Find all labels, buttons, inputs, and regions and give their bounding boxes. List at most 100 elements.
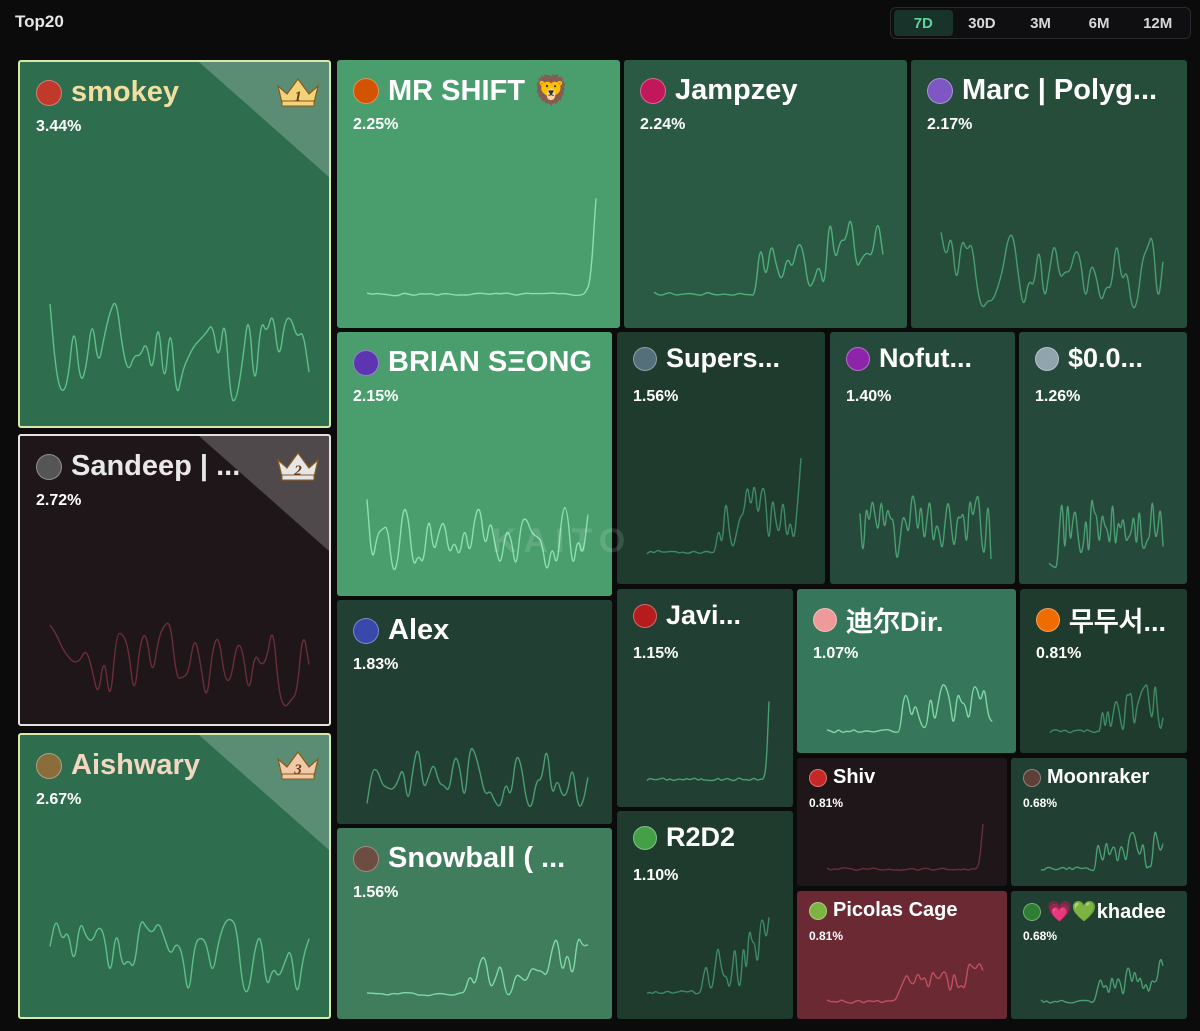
- crown-icon: 3: [276, 750, 320, 780]
- mindshare-percent: 1.07%: [813, 645, 859, 662]
- user-name: Sandeep | ...: [71, 450, 241, 482]
- tile-17[interactable]: Shiv 0.81%: [797, 758, 1007, 886]
- sparkline: [49, 302, 310, 402]
- person-avatar-icon: [36, 752, 62, 779]
- mindshare-percent: 1.56%: [353, 884, 399, 901]
- sparkline-path: [366, 747, 589, 808]
- mindshare-percent: 2.24%: [640, 116, 686, 133]
- robot-avatar-icon: [927, 77, 953, 104]
- user-name: Snowball ( ...: [388, 842, 566, 874]
- tab-12m[interactable]: 12M: [1143, 14, 1173, 32]
- tile-7[interactable]: BRIAN SΞONG 2.15%: [337, 332, 612, 596]
- sparkline: [366, 747, 589, 808]
- sparkline: [940, 232, 1164, 309]
- sparkline-path: [646, 701, 770, 782]
- cartoon-avatar-icon: [846, 346, 870, 371]
- tile-18[interactable]: Moonraker 0.68%: [1011, 758, 1187, 886]
- tile-1[interactable]: 1 smokey 3.44%: [18, 60, 331, 428]
- tile-11[interactable]: Alex 1.83%: [337, 600, 612, 824]
- tile-header: Marc | Polyg...: [927, 74, 1177, 107]
- tile-header: smokey: [36, 76, 319, 109]
- sparkline-path: [1049, 684, 1164, 734]
- tile-header: Alex: [353, 614, 602, 647]
- sparkline: [1048, 499, 1164, 569]
- user-name: 迪尔Dir.: [846, 607, 944, 637]
- tile-header: R2D2: [633, 822, 783, 853]
- sparkline: [1040, 958, 1164, 1004]
- tile-3[interactable]: 3 Aishwary 2.67%: [18, 733, 331, 1019]
- user-name: 💗💚khadee: [1047, 901, 1166, 923]
- sparkline: [366, 499, 589, 571]
- sparkline-path: [859, 495, 992, 560]
- rank-number: 1: [294, 89, 302, 105]
- sparkline: [49, 918, 310, 993]
- tile-header: Supers...: [633, 343, 815, 374]
- red-cap-avatar-icon: [809, 768, 827, 787]
- tab-30d[interactable]: 30D: [968, 14, 996, 32]
- sparkline: [646, 701, 770, 782]
- user-name: Marc | Polyg...: [962, 74, 1158, 106]
- tile-8[interactable]: Supers... 1.56%: [617, 332, 825, 584]
- mindshare-percent: 1.56%: [633, 388, 679, 405]
- cartoon-avatar-icon: [640, 77, 666, 104]
- user-name: smokey: [71, 76, 180, 108]
- tile-15[interactable]: 迪尔Dir. 1.07%: [797, 589, 1016, 753]
- user-name: Supers...: [666, 343, 781, 373]
- tile-6[interactable]: Marc | Polyg... 2.17%: [911, 60, 1187, 328]
- tile-header: 💗💚khadee: [1023, 899, 1177, 924]
- sunglasses-avatar-icon: [353, 349, 379, 376]
- mindshare-percent: 0.81%: [1036, 645, 1082, 662]
- tile-19[interactable]: Picolas Cage 0.81%: [797, 891, 1007, 1019]
- user-name: $0.0...: [1068, 343, 1144, 373]
- tile-header: Moonraker: [1023, 766, 1177, 789]
- sparkline-path: [646, 917, 770, 995]
- tile-header: $0.0...: [1035, 343, 1177, 374]
- sparkline: [1040, 831, 1164, 872]
- tile-14[interactable]: R2D2 1.10%: [617, 811, 793, 1019]
- mindshare-percent: 2.25%: [353, 116, 399, 133]
- tile-20[interactable]: 💗💚khadee 0.68%: [1011, 891, 1187, 1019]
- user-name: Shiv: [833, 766, 876, 788]
- tile-13[interactable]: Javi... 1.15%: [617, 589, 793, 807]
- time-range-tabs: 7D 30D 3M 6M 12M: [890, 7, 1191, 39]
- rank-number: 3: [293, 762, 302, 778]
- mindshare-percent: 1.10%: [633, 867, 679, 884]
- user-name: Jampzey: [675, 74, 798, 106]
- sparkline: [1049, 684, 1164, 734]
- tile-header: Jampzey: [640, 74, 897, 107]
- mindshare-percent: 2.67%: [36, 791, 82, 808]
- red-cap-avatar-icon: [36, 79, 62, 106]
- tile-5[interactable]: Jampzey 2.24%: [624, 60, 907, 328]
- user-name: R2D2: [666, 822, 736, 852]
- sparkline-path: [366, 499, 589, 571]
- cat-avatar-icon: [813, 607, 837, 632]
- frog-avatar-icon: [633, 825, 657, 850]
- mindshare-percent: 0.68%: [1023, 796, 1058, 810]
- tile-header: Aishwary: [36, 749, 319, 782]
- tile-2[interactable]: 2 Sandeep | ... 2.72%: [18, 434, 331, 726]
- sparkline: [826, 963, 984, 1004]
- mindshare-percent: 1.15%: [633, 645, 679, 662]
- sparkline-path: [940, 232, 1164, 309]
- tile-header: 무두서...: [1036, 600, 1177, 639]
- user-name: BRIAN SΞONG: [388, 346, 592, 378]
- user-name: Javi...: [666, 600, 742, 630]
- tile-header: Picolas Cage: [809, 899, 997, 922]
- sparkline: [859, 495, 992, 560]
- tile-header: Shiv: [809, 766, 997, 789]
- tile-header: Snowball ( ...: [353, 842, 602, 875]
- tile-9[interactable]: Nofut... 1.40%: [830, 332, 1015, 584]
- sparkline: [646, 458, 802, 555]
- tile-header: Javi...: [633, 600, 783, 631]
- tab-7d[interactable]: 7D: [894, 10, 953, 36]
- tile-12[interactable]: Snowball ( ... 1.56%: [337, 828, 612, 1019]
- rank-number: 2: [293, 463, 302, 479]
- tab-6m[interactable]: 6M: [1088, 14, 1110, 32]
- sparkline: [646, 917, 770, 995]
- character-avatar-icon: [353, 845, 379, 872]
- tab-3m[interactable]: 3M: [1030, 14, 1051, 32]
- tile-4[interactable]: MR SHIFT 🦁 2.25%: [337, 60, 620, 328]
- tile-10[interactable]: $0.0... 1.26%: [1019, 332, 1187, 584]
- tile-16[interactable]: 무두서... 0.81%: [1020, 589, 1187, 753]
- mindshare-percent: 3.44%: [36, 118, 82, 135]
